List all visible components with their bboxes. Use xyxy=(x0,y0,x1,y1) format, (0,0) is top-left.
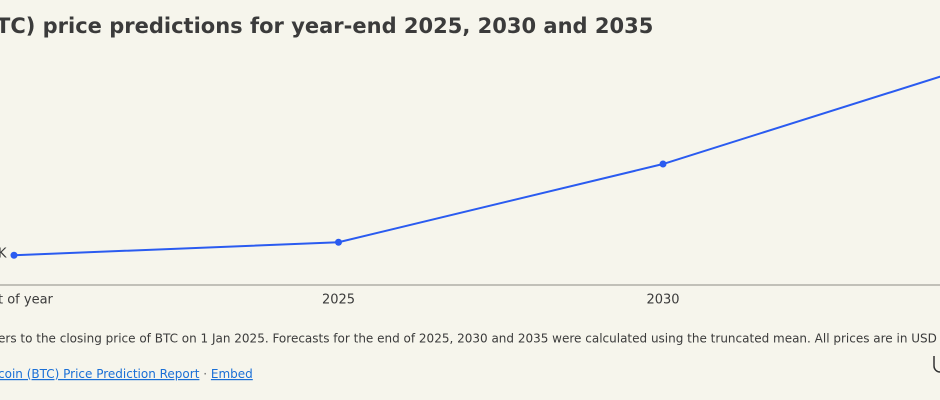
x-tick-label: t of year xyxy=(0,293,54,308)
x-tick-label: 2030 xyxy=(646,293,679,308)
source: coin (BTC) Price Prediction Report · Emb… xyxy=(0,367,253,381)
point xyxy=(335,238,342,246)
icon xyxy=(933,356,940,373)
separator: · xyxy=(203,367,207,381)
point xyxy=(10,251,18,259)
annotation: K xyxy=(0,247,7,262)
point xyxy=(659,160,667,168)
footnote: ers to the closing price of BTC on 1 Jan… xyxy=(0,332,940,346)
x-tick-label: 2025 xyxy=(322,293,355,308)
line xyxy=(13,75,940,257)
embed-link[interactable]: Embed xyxy=(211,367,253,381)
source-link[interactable]: coin (BTC) Price Prediction Report xyxy=(0,367,200,381)
chart-title: TC) price predictions for year-end 2025,… xyxy=(0,14,653,38)
